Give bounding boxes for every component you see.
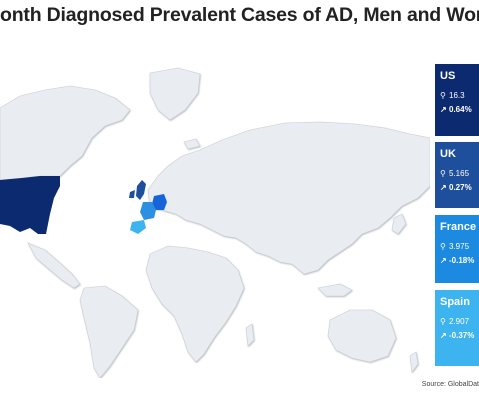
world-map (0, 67, 430, 378)
france-country (140, 202, 156, 220)
person-icon: ⚲ (440, 317, 446, 326)
trend-icon: ↗ (440, 331, 447, 340)
indonesia-land (317, 283, 353, 297)
spain-country (130, 220, 146, 234)
trend-icon: ↗ (440, 183, 447, 192)
iceland-land (183, 138, 201, 150)
australia-land (327, 309, 397, 363)
country-panel-france: France ⚲ 3.975 ↗ -0.18% (435, 215, 479, 283)
person-icon: ⚲ (440, 169, 446, 178)
map-title: onth Diagnosed Prevalent Cases of AD, Me… (0, 4, 479, 26)
panel-change-value: 0.27% (449, 183, 472, 192)
country-panel-spain: Spain ⚲ 2.907 ↗ -0.37% (435, 290, 479, 366)
panel-country-name: UK (440, 148, 456, 160)
madagascar-land (245, 323, 255, 347)
eurasia-land (147, 121, 430, 275)
panel-change-value: -0.18% (449, 256, 475, 265)
greenland-land (149, 67, 201, 121)
central-america-land (27, 242, 81, 289)
panel-country-name: US (440, 70, 456, 82)
panel-cases-value: 5.165 (449, 169, 470, 178)
uk-country (136, 180, 146, 200)
person-icon: ⚲ (440, 242, 446, 251)
country-panel-us: US ⚲ 16.3 ↗ 0.64% (435, 64, 479, 136)
country-panel-uk: UK ⚲ 5.165 ↗ 0.27% (435, 142, 479, 208)
africa-land (145, 245, 245, 363)
panel-country-name: France (440, 221, 477, 233)
new-zealand-land (409, 351, 419, 373)
source-note: Source: GlobalDat (421, 381, 479, 388)
trend-icon: ↗ (440, 105, 447, 114)
panel-change-value: -0.37% (449, 331, 475, 340)
trend-icon: ↗ (440, 256, 447, 265)
us-country (0, 176, 60, 234)
north-america-land (0, 85, 131, 181)
ireland-country (129, 190, 135, 198)
japan-land (391, 213, 407, 235)
germany-country (152, 194, 167, 210)
panel-country-name: Spain (440, 296, 470, 308)
south-america-land (79, 285, 139, 378)
panel-cases-value: 16.3 (449, 91, 465, 100)
person-icon: ⚲ (440, 91, 446, 100)
panel-change-value: 0.64% (449, 105, 472, 114)
panel-cases-value: 3.975 (449, 242, 470, 251)
panel-cases-value: 2.907 (449, 317, 470, 326)
